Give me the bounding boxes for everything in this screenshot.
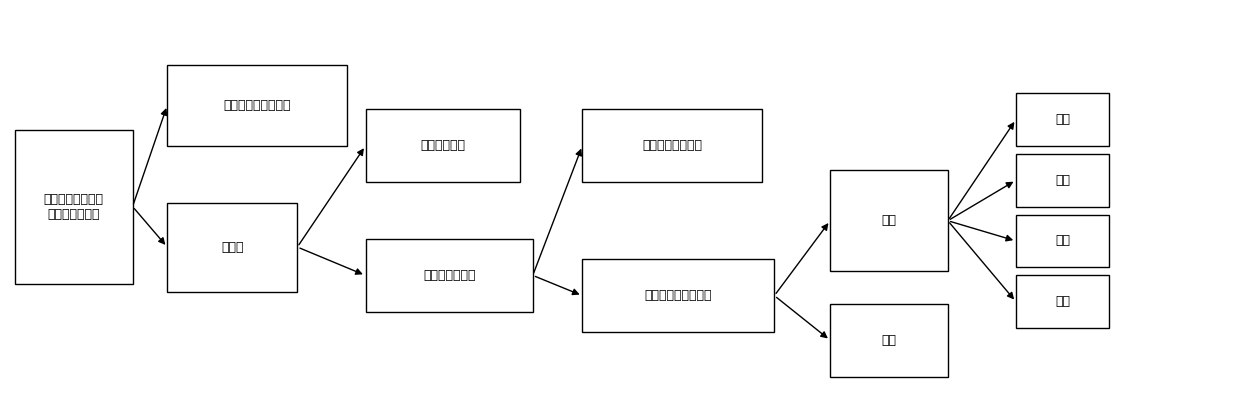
Text: 林地: 林地 <box>1054 234 1070 247</box>
Bar <box>1016 93 1109 146</box>
Text: 植被: 植被 <box>881 214 897 227</box>
Bar <box>1016 215 1109 267</box>
Bar <box>1016 154 1109 207</box>
Text: 园地: 园地 <box>1054 174 1070 187</box>
Bar <box>582 109 762 182</box>
Bar <box>1016 275 1109 328</box>
Text: 高分辨率遥感影像
中比例尺地形图: 高分辨率遥感影像 中比例尺地形图 <box>43 192 104 221</box>
Bar <box>15 130 133 284</box>
Text: 非水域: 非水域 <box>221 241 244 254</box>
Text: 其他: 其他 <box>881 334 897 347</box>
Bar <box>167 202 297 292</box>
Bar <box>830 170 948 271</box>
Text: 交通运输用地: 交通运输用地 <box>420 139 466 152</box>
Bar <box>366 109 520 182</box>
Text: 耕地: 耕地 <box>1054 113 1070 126</box>
Text: 水域及水利设施用地: 水域及水利设施用地 <box>223 99 291 112</box>
Bar <box>167 65 347 146</box>
Bar <box>582 259 774 332</box>
Text: 草地: 草地 <box>1054 295 1070 308</box>
Text: 非交通运输川地: 非交通运输川地 <box>422 269 476 282</box>
Text: 城镇村及工矿用地: 城镇村及工矿用地 <box>642 139 703 152</box>
Bar <box>830 304 948 377</box>
Text: 非城镇村及工矿川地: 非城镇村及工矿川地 <box>644 289 712 302</box>
Bar <box>366 239 533 312</box>
